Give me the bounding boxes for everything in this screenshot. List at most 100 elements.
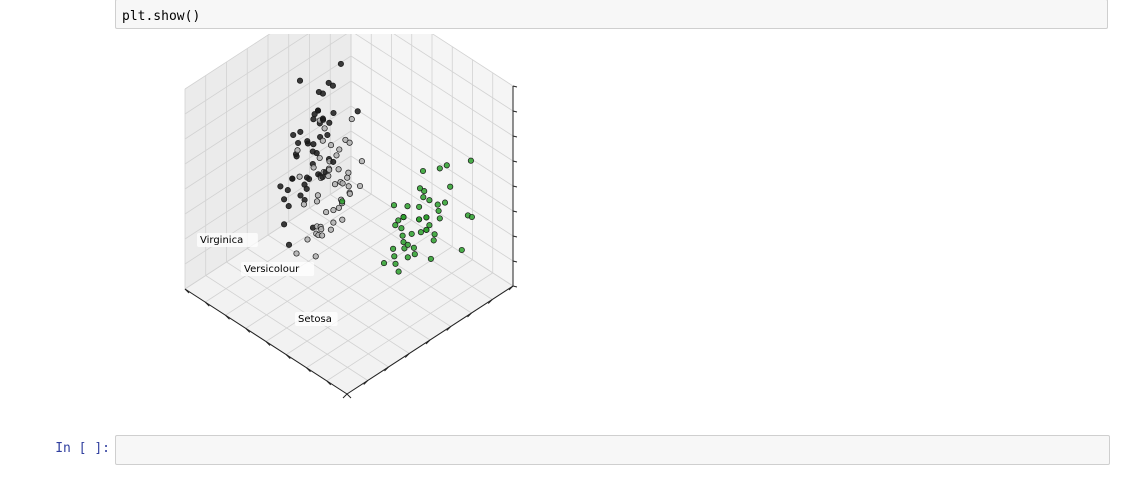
left-wall-grid-line xyxy=(184,30,352,140)
z-axis-tick xyxy=(512,260,518,263)
virginica-point xyxy=(324,131,331,139)
virginica-point xyxy=(297,128,304,135)
setosa-point xyxy=(392,260,399,267)
left-wall-grid-line xyxy=(184,0,323,90)
versicolour-point xyxy=(325,172,332,180)
annotation-box xyxy=(241,262,315,276)
setosa-point xyxy=(417,229,424,236)
setosa-point xyxy=(458,246,465,254)
virginica-point xyxy=(354,108,361,115)
virginica-point xyxy=(290,131,297,139)
setosa-point xyxy=(380,260,388,267)
versicolour-point xyxy=(321,125,328,132)
versicolour-point xyxy=(339,216,346,223)
virginica-point xyxy=(281,196,288,203)
z-axis-tick xyxy=(512,235,518,238)
z-axis-tick xyxy=(512,160,518,163)
y-axis-tick xyxy=(342,393,348,399)
x-axis-tick xyxy=(285,354,291,359)
y-axis-tick xyxy=(446,326,452,331)
virginica-point xyxy=(289,175,296,182)
y-axis-tick xyxy=(487,299,493,304)
floor-grid-line xyxy=(309,207,472,314)
z-axis-tick xyxy=(512,135,518,138)
versicolour-point xyxy=(294,147,301,154)
virginica-point xyxy=(319,174,326,181)
versicolour-point xyxy=(345,169,352,176)
setosa-point xyxy=(404,254,411,261)
versicolour-point xyxy=(304,236,311,243)
setosa-point xyxy=(447,183,454,190)
x-axis-tick xyxy=(245,328,251,333)
virginica-point xyxy=(285,241,293,248)
setosa-point xyxy=(431,231,438,238)
z-axis-tick xyxy=(512,210,518,213)
x-axis-tick xyxy=(225,314,230,320)
virginica-point xyxy=(284,187,291,194)
virginica-point xyxy=(329,82,336,89)
scatter-3d-plot: Setosa Versicolour Virginica xyxy=(184,0,518,399)
y-axis-tick xyxy=(404,353,410,358)
annotation-setosa: Setosa xyxy=(298,314,332,325)
versicolour-point xyxy=(293,250,300,257)
versicolour-point xyxy=(327,142,335,149)
versicolour-point xyxy=(336,146,343,153)
versicolour-point xyxy=(358,158,365,165)
setosa-point xyxy=(339,198,346,205)
setosa-point xyxy=(404,203,411,210)
versicolour-point xyxy=(300,201,307,208)
setosa-point xyxy=(411,251,418,258)
setosa-point xyxy=(423,214,430,221)
setosa-point xyxy=(434,201,441,208)
versicolour-point xyxy=(323,209,330,216)
setosa-point xyxy=(419,167,427,175)
y-axis-tick xyxy=(425,339,431,345)
y-axis-tick xyxy=(467,312,472,318)
setosa-point xyxy=(395,217,402,224)
virginica-point xyxy=(319,90,326,97)
x-axis-tick xyxy=(346,393,352,399)
versicolour-point xyxy=(316,154,323,162)
right-wall-grid-line xyxy=(350,55,514,162)
setosa-point xyxy=(420,194,427,201)
setosa-point xyxy=(392,222,399,229)
y-axis-tick xyxy=(384,366,389,372)
right-wall-grid-line xyxy=(350,80,514,187)
setosa-point xyxy=(410,244,417,251)
setosa-point xyxy=(400,214,407,221)
setosa-point xyxy=(398,225,405,232)
virginica-point xyxy=(293,153,300,160)
setosa-point xyxy=(426,197,433,204)
x-axis-tick xyxy=(306,367,311,373)
setosa-point xyxy=(404,241,411,248)
floor-grid-line xyxy=(184,180,352,290)
versicolour-point xyxy=(296,173,303,180)
setosa-point xyxy=(408,230,415,237)
virginica-point xyxy=(310,141,317,148)
z-axis-tick xyxy=(512,110,518,113)
floor-grid-line xyxy=(245,220,412,329)
virginica-point xyxy=(320,116,327,123)
virginica-point xyxy=(325,79,332,86)
versicolour-point xyxy=(310,164,317,171)
output-area: Setosa Versicolour Virginica xyxy=(115,0,555,414)
setosa-point xyxy=(435,207,442,214)
versicolour-point xyxy=(330,219,337,226)
code-cell[interactable]: plt.show() xyxy=(115,0,1108,29)
versicolour-point xyxy=(346,139,353,146)
versicolour-point xyxy=(326,166,333,173)
y-axis-tick xyxy=(363,380,369,385)
virginica-point xyxy=(330,158,337,165)
setosa-point xyxy=(430,237,437,244)
setosa-point xyxy=(421,188,428,195)
setosa-point xyxy=(468,213,475,221)
z-axis-tick xyxy=(512,285,518,288)
virginica-point xyxy=(281,221,288,228)
input-prompt: In [ ]: xyxy=(55,441,110,456)
z-axis-tick xyxy=(512,185,518,188)
z-axis-tick xyxy=(512,85,518,88)
setosa-point xyxy=(390,245,397,252)
virginica-point xyxy=(314,107,322,114)
versicolour-point xyxy=(333,152,340,159)
empty-code-cell[interactable] xyxy=(115,435,1110,465)
